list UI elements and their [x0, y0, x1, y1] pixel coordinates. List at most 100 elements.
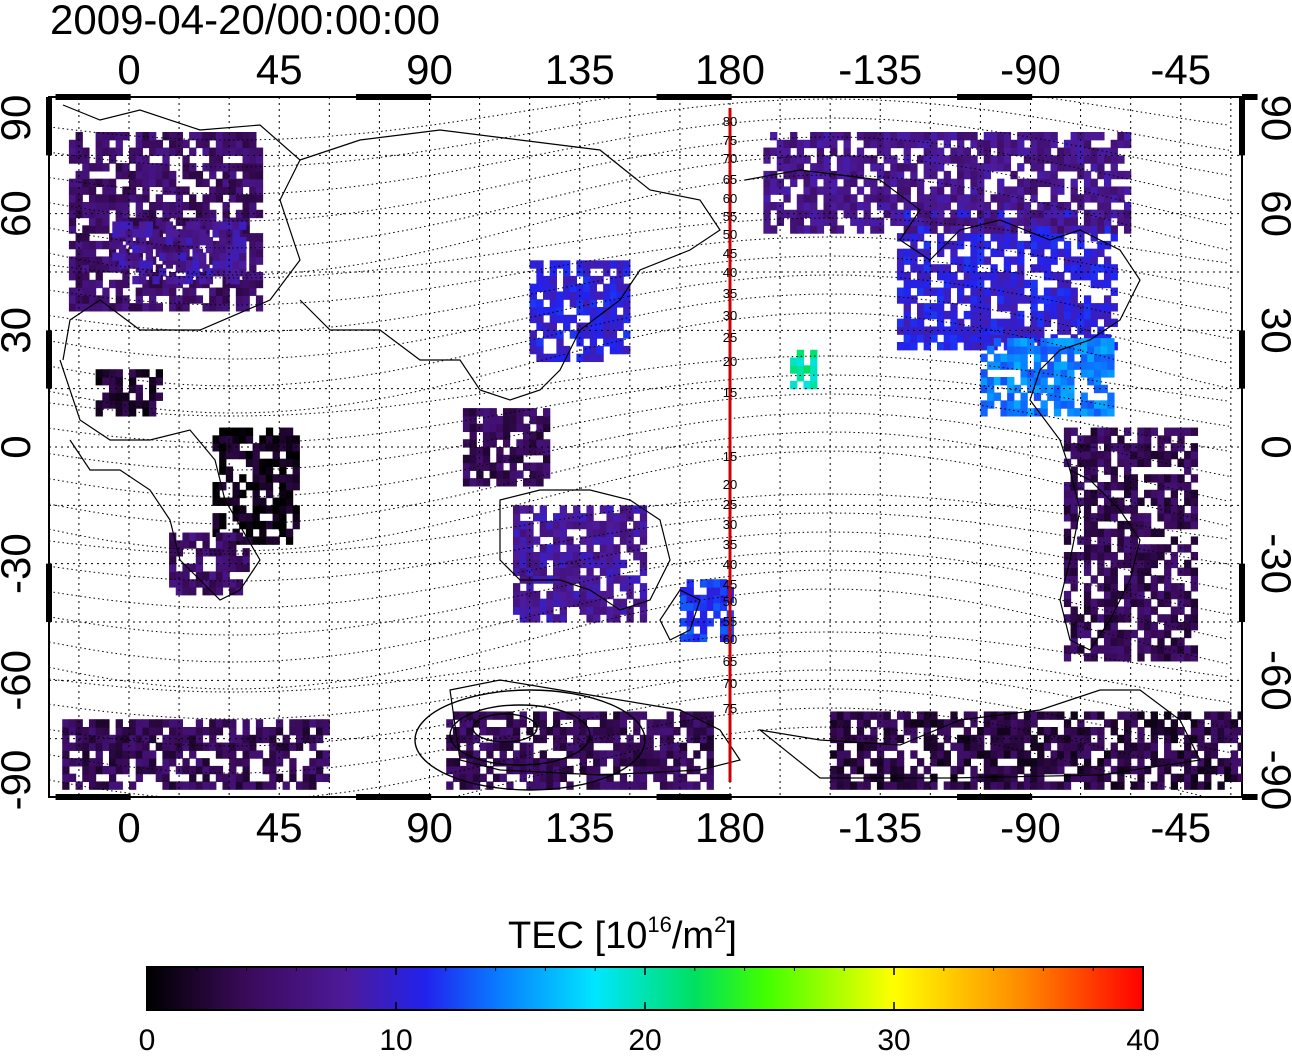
tec-cell: [1043, 233, 1052, 242]
tec-cell: [1144, 567, 1152, 576]
tec-cell: [1110, 719, 1118, 728]
tec-cell: [876, 186, 885, 195]
tec-cell: [539, 773, 547, 783]
tec-cell: [1053, 353, 1062, 363]
tec-cell: [963, 132, 971, 141]
tec-cell: [556, 345, 564, 355]
tec-cell: [149, 719, 157, 728]
tec-cell: [95, 727, 103, 736]
tec-cell: [997, 240, 1005, 250]
tec-cell: [943, 781, 951, 790]
tec-cell: [135, 765, 143, 775]
tec-cell: [666, 750, 674, 759]
tec-cell: [903, 287, 911, 296]
tec-cell: [1110, 528, 1118, 538]
tec-cell: [452, 765, 461, 775]
tec-cell: [666, 734, 674, 744]
tec-cell: [1090, 544, 1098, 553]
tec-cell: [599, 750, 608, 759]
tec-cell: [903, 727, 911, 736]
tec-cell: [957, 194, 965, 203]
tec-cell: [997, 272, 1005, 281]
tec-cell: [88, 765, 97, 775]
tec-cell: [122, 163, 130, 172]
tec-cell: [856, 719, 865, 728]
tec-cell: [586, 544, 594, 553]
tec-cell: [977, 194, 985, 203]
tec-cell: [199, 252, 207, 261]
tec-cell: [1123, 552, 1132, 561]
tec-cell: [836, 742, 845, 751]
tec-cell: [135, 163, 143, 172]
tec-cell: [1063, 318, 1072, 328]
tec-cell: [533, 781, 541, 790]
tec-cell: [930, 326, 938, 335]
tec-cell: [993, 392, 1002, 401]
tec-cell: [95, 303, 103, 312]
tec-cell: [149, 750, 157, 759]
tec-cell: [1063, 734, 1072, 744]
tec-cell: [997, 734, 1005, 744]
tec-cell: [589, 314, 598, 324]
tec-cell: [1010, 240, 1018, 250]
tec-cell: [659, 758, 668, 767]
tec-cell: [606, 614, 614, 623]
tec-cell: [559, 528, 567, 538]
tec-cell: [990, 225, 998, 234]
tec-cell: [937, 310, 945, 320]
tec-cell: [189, 132, 197, 141]
tec-cell: [215, 178, 224, 188]
maglat-label: 75: [723, 133, 737, 148]
tec-cell: [1023, 186, 1032, 195]
tec-cell: [115, 408, 123, 417]
tec-cell: [1080, 353, 1088, 363]
tec-cell: [169, 719, 177, 728]
tec-cell: [1023, 781, 1032, 790]
tec-cell: [916, 139, 925, 149]
tec-cell: [155, 287, 163, 296]
tec-cell: [185, 260, 194, 269]
tec-cell: [1157, 645, 1165, 654]
tec-cell: [890, 194, 898, 203]
tec-cell: [1097, 163, 1105, 172]
tec-cell: [252, 443, 260, 452]
tec-cell: [1164, 544, 1172, 553]
tec-cell: [122, 400, 130, 409]
tec-cell: [169, 178, 177, 188]
maglat-label: 80: [723, 114, 737, 129]
tec-cell: [1210, 711, 1219, 720]
tec-cell: [122, 202, 130, 211]
tec-cell: [930, 742, 938, 751]
tec-cell: [1060, 369, 1068, 378]
tec-cell: [916, 781, 925, 790]
tec-cell: [1000, 408, 1008, 417]
tec-cell: [579, 536, 588, 545]
tec-cell: [957, 233, 965, 242]
tec-cell: [242, 719, 250, 728]
tec-cell: [1157, 765, 1165, 775]
tec-cell: [135, 202, 143, 211]
tec-cell: [1103, 466, 1112, 475]
tec-cell: [633, 758, 641, 767]
tec-cell: [1070, 575, 1078, 584]
tec-cell: [856, 781, 865, 790]
tec-cell: [923, 719, 931, 728]
tec-cell: [1184, 750, 1192, 759]
tec-cell: [549, 291, 557, 300]
tec-cell: [1184, 450, 1192, 460]
tec-cell: [139, 268, 147, 277]
tec-cell: [1097, 435, 1105, 444]
tec-cell: [222, 773, 230, 783]
tec-cell: [616, 260, 624, 269]
tec-cell: [890, 155, 898, 164]
tec-cell: [269, 781, 277, 790]
tec-cell: [95, 139, 103, 149]
tec-cell: [1070, 310, 1078, 320]
tec-cell: [1137, 742, 1145, 751]
tec-cell: [539, 528, 547, 538]
maglat-label: 35: [723, 286, 737, 301]
tec-cell: [1184, 497, 1192, 506]
tec-cell: [883, 742, 891, 751]
tec-cell: [502, 431, 511, 440]
tec-cell: [1053, 369, 1062, 378]
